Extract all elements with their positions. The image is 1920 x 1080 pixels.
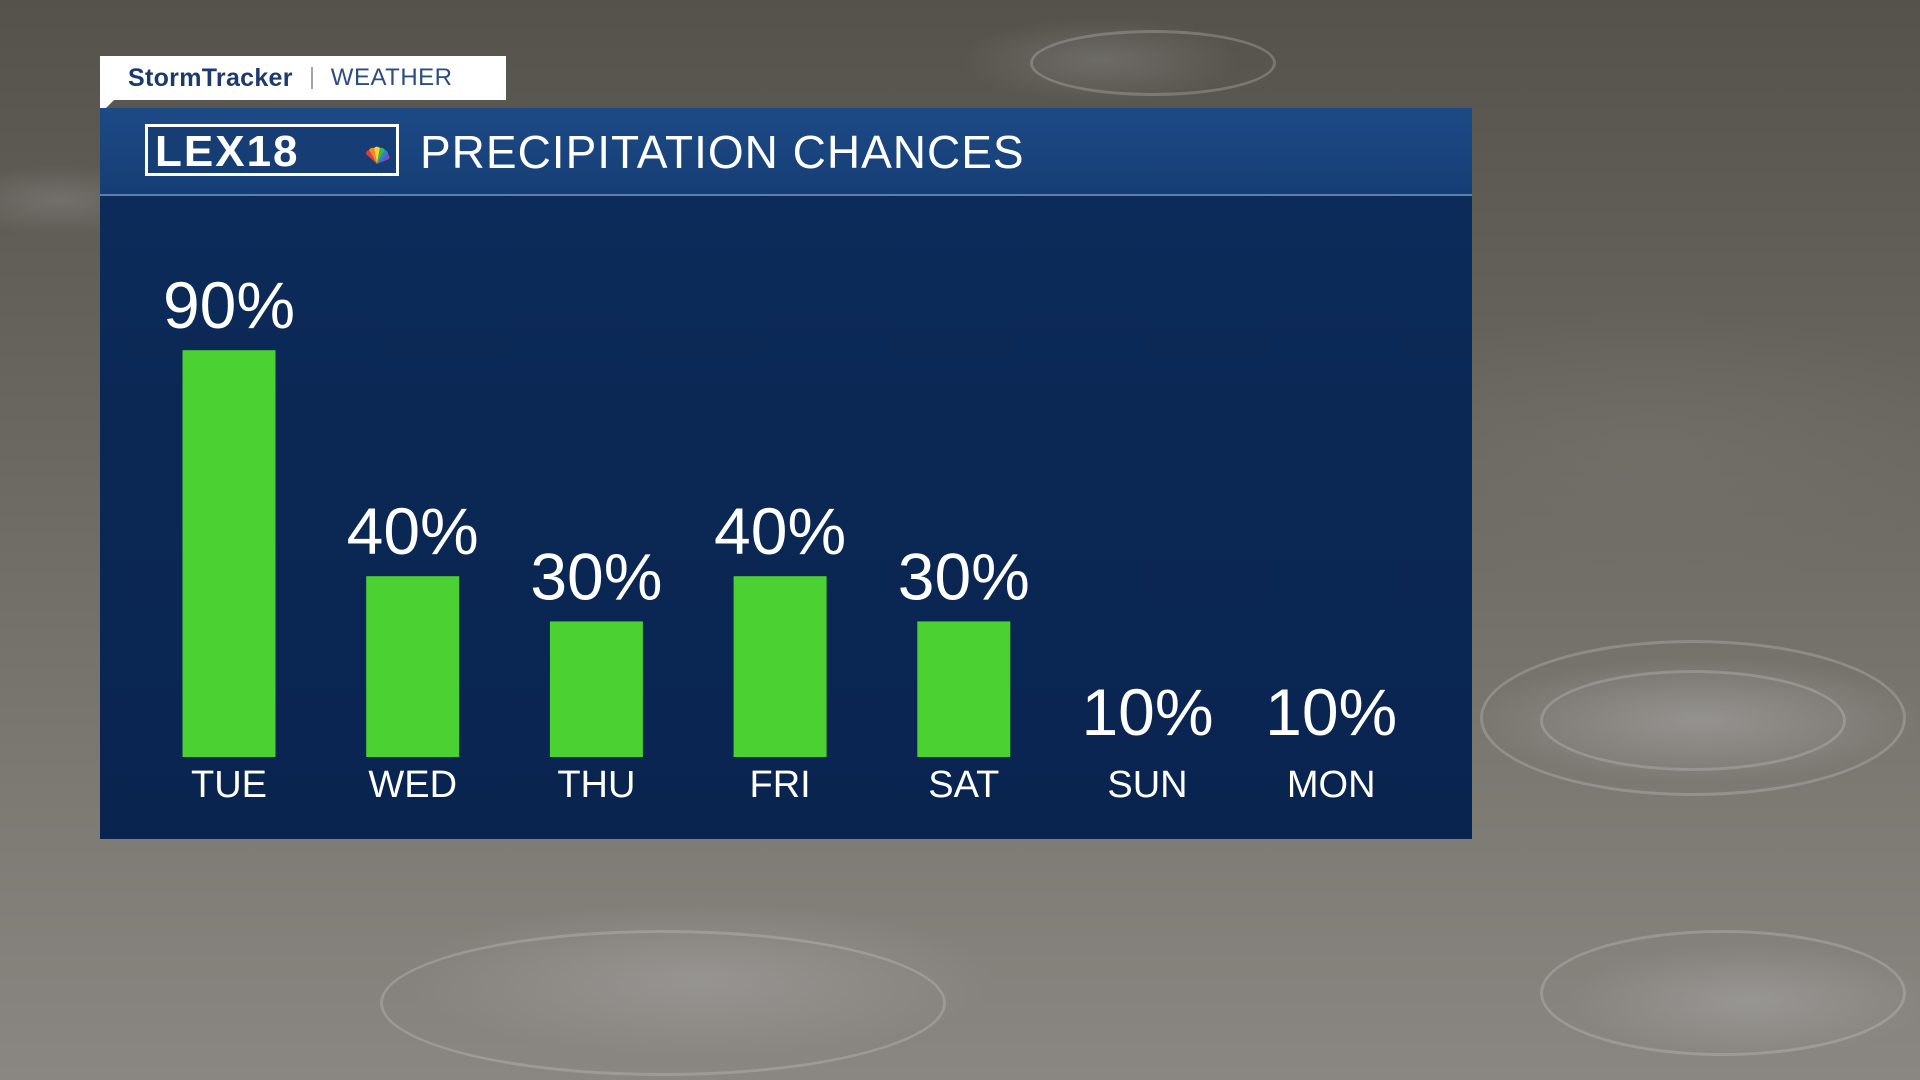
banner-divider	[310, 67, 313, 89]
bar-wed	[366, 576, 460, 757]
day-label-sun: SUN	[1107, 764, 1187, 806]
precipitation-chart: 90% 40% 30% 40% 30% 10% 10% TUE WED THU FRI SAT SUN…	[163, 268, 1397, 806]
day-label-wed: WED	[368, 764, 457, 806]
day-label-sat: SAT	[928, 764, 999, 806]
value-label-sat: 30%	[898, 539, 1030, 613]
section-label: WEATHER	[330, 64, 453, 91]
value-label-sun: 10%	[1081, 675, 1213, 749]
day-label-thu: THU	[557, 764, 635, 806]
value-label-mon: 10%	[1265, 675, 1397, 749]
value-label-fri: 40%	[714, 494, 846, 568]
value-label-wed: 40%	[347, 494, 479, 568]
peacock-icon	[365, 146, 390, 164]
brand-name: StormTracker	[128, 63, 293, 92]
bar-thu	[549, 621, 643, 757]
ripple-decoration	[1540, 670, 1846, 771]
ripple-decoration	[1030, 30, 1276, 96]
bar-tue	[182, 350, 276, 757]
bar-fri	[733, 576, 827, 757]
chart-day-labels: TUE WED THU FRI SAT SUN MON	[191, 764, 1376, 806]
precipitation-panel: LEX18 PRECIPITATION CHANCES 90% 40% 30% 40%…	[100, 108, 1472, 839]
ripple-decoration	[1540, 930, 1906, 1056]
lex18-logo: LEX18	[145, 124, 399, 176]
logo-text: LEX18	[155, 127, 300, 176]
panel-header: LEX18 PRECIPITATION CHANCES	[100, 108, 1472, 196]
value-label-thu: 30%	[530, 539, 662, 613]
stormtracker-banner: StormTracker WEATHER	[100, 56, 506, 100]
day-label-fri: FRI	[749, 764, 810, 806]
panel-title: PRECIPITATION CHANCES	[420, 126, 1025, 178]
bar-sat	[917, 621, 1011, 757]
ripple-decoration	[380, 930, 946, 1076]
day-label-tue: TUE	[191, 764, 267, 806]
chart-value-labels: 90% 40% 30% 40% 30% 10% 10%	[163, 268, 1397, 749]
value-label-tue: 90%	[163, 268, 295, 342]
chart-bars	[182, 350, 1011, 757]
day-label-mon: MON	[1287, 764, 1376, 806]
ripple-decoration	[1480, 640, 1906, 796]
